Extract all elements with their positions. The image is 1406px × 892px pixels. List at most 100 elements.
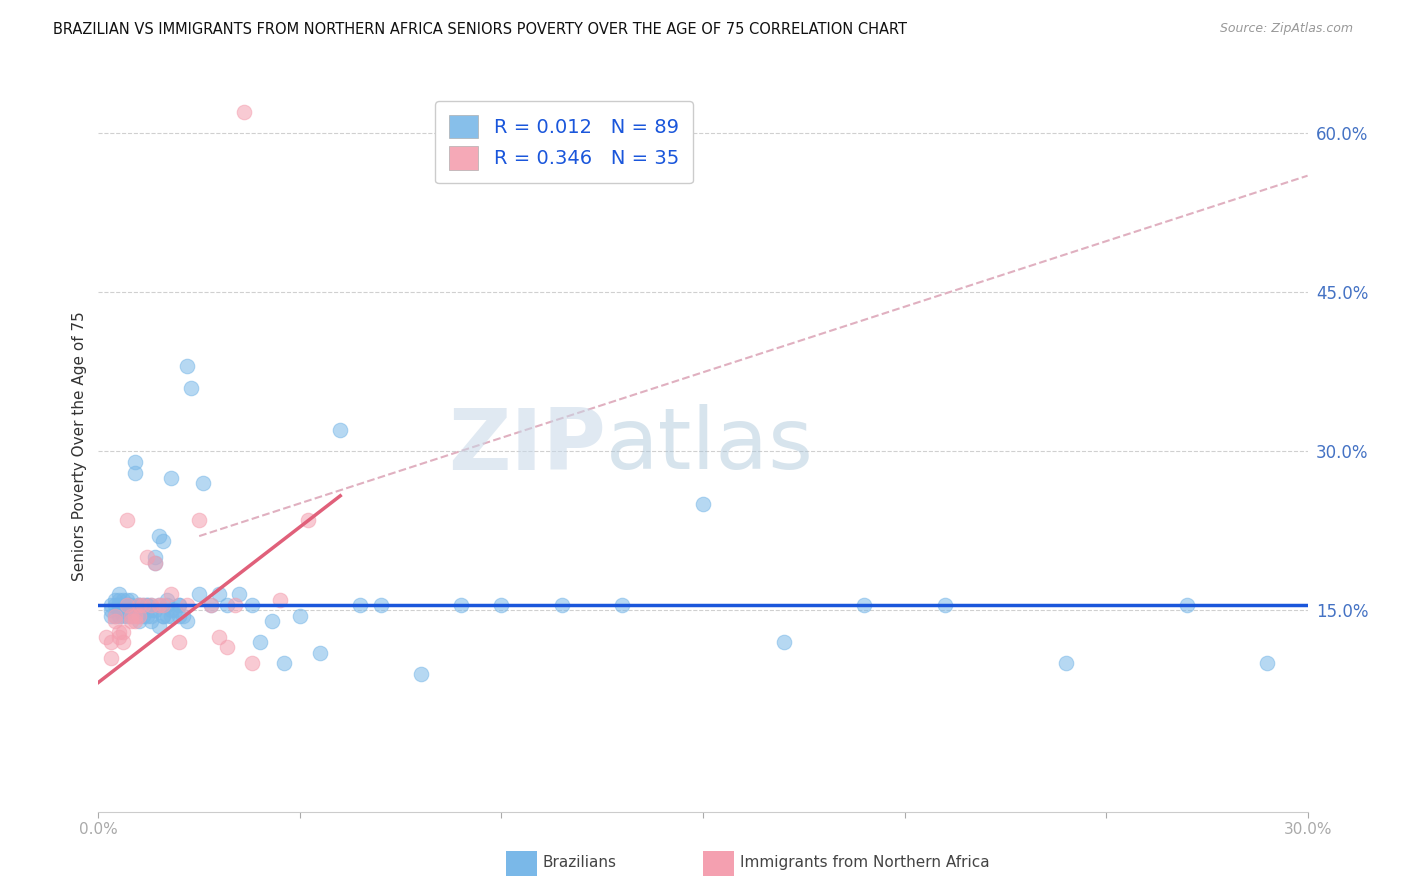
Legend: R = 0.012   N = 89, R = 0.346   N = 35: R = 0.012 N = 89, R = 0.346 N = 35 [436, 101, 693, 184]
Point [156, 598, 179, 612]
Point [115, 598, 138, 612]
Point [124, 603, 146, 617]
Point [111, 592, 134, 607]
Point [107, 598, 129, 612]
Point [273, 657, 295, 671]
Point [111, 635, 134, 649]
Point [193, 476, 215, 491]
Point [128, 614, 150, 628]
Point [240, 657, 263, 671]
Point [100, 608, 122, 623]
Point [107, 630, 129, 644]
Point [152, 608, 174, 623]
Point [100, 635, 122, 649]
Point [148, 529, 170, 543]
Text: BRAZILIAN VS IMMIGRANTS FROM NORTHERN AFRICA SENIORS POVERTY OVER THE AGE OF 75 : BRAZILIAN VS IMMIGRANTS FROM NORTHERN AF… [53, 22, 907, 37]
Point [152, 598, 174, 612]
Point [297, 513, 319, 527]
Point [692, 497, 714, 511]
Point [288, 608, 311, 623]
Point [1054, 657, 1077, 671]
Point [139, 598, 162, 612]
Point [100, 598, 122, 612]
Point [160, 603, 183, 617]
Point [176, 614, 198, 628]
Point [128, 598, 150, 612]
Point [139, 614, 162, 628]
Point [551, 598, 574, 612]
Point [160, 587, 183, 601]
Point [167, 608, 190, 623]
Point [107, 624, 129, 639]
Point [135, 608, 157, 623]
Point [135, 598, 157, 612]
Point [409, 667, 432, 681]
Point [128, 598, 150, 612]
Point [260, 614, 283, 628]
Point [128, 608, 150, 623]
Point [111, 608, 134, 623]
Point [103, 598, 125, 612]
Point [240, 598, 263, 612]
Point [224, 598, 246, 612]
Point [111, 598, 134, 612]
Point [103, 608, 125, 623]
Point [115, 513, 138, 527]
Point [124, 466, 146, 480]
Point [100, 603, 122, 617]
Point [152, 608, 174, 623]
Point [128, 598, 150, 612]
Point [135, 598, 157, 612]
Point [152, 534, 174, 549]
Point [217, 640, 239, 655]
Point [217, 598, 239, 612]
Point [143, 603, 166, 617]
Point [167, 598, 190, 612]
Text: Immigrants from Northern Africa: Immigrants from Northern Africa [740, 855, 990, 870]
Point [148, 598, 170, 612]
Y-axis label: Seniors Poverty Over the Age of 75: Seniors Poverty Over the Age of 75 [72, 311, 87, 581]
Point [96, 630, 118, 644]
Point [107, 587, 129, 601]
Text: ZIP: ZIP [449, 404, 606, 488]
Point [115, 598, 138, 612]
Point [1175, 598, 1198, 612]
Text: Source: ZipAtlas.com: Source: ZipAtlas.com [1219, 22, 1353, 36]
Point [176, 359, 198, 374]
Point [107, 598, 129, 612]
Point [135, 550, 157, 565]
Point [232, 105, 254, 120]
Point [132, 608, 155, 623]
Point [139, 608, 162, 623]
Point [132, 603, 155, 617]
Point [103, 614, 125, 628]
Point [107, 603, 129, 617]
Point [228, 587, 250, 601]
Point [132, 598, 155, 612]
Point [148, 598, 170, 612]
Point [103, 592, 125, 607]
Text: Brazilians: Brazilians [543, 855, 617, 870]
Point [120, 598, 142, 612]
Point [772, 635, 794, 649]
Point [128, 608, 150, 623]
Point [208, 630, 231, 644]
Point [200, 598, 222, 612]
Point [115, 608, 138, 623]
Point [249, 635, 271, 649]
Point [143, 550, 166, 565]
Point [329, 423, 352, 437]
Point [132, 598, 155, 612]
Point [107, 592, 129, 607]
Point [208, 587, 231, 601]
Point [1256, 657, 1278, 671]
Point [309, 646, 332, 660]
Point [160, 471, 183, 485]
Point [176, 598, 198, 612]
Text: atlas: atlas [606, 404, 814, 488]
Point [107, 608, 129, 623]
Point [143, 556, 166, 570]
Point [120, 608, 142, 623]
Point [148, 619, 170, 633]
Point [491, 598, 513, 612]
